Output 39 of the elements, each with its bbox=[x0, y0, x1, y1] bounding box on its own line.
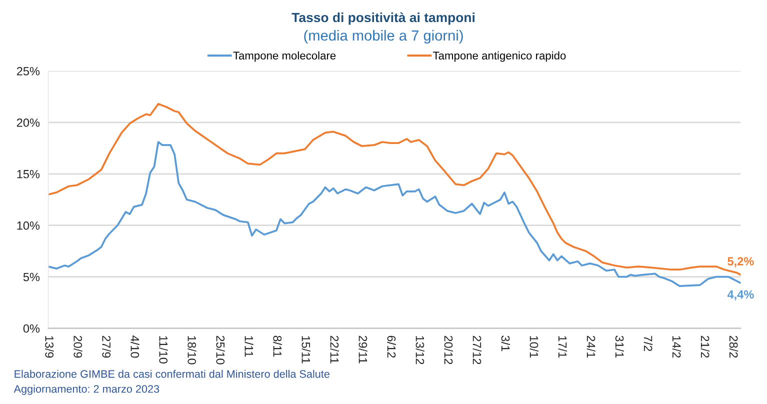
y-tick-label: 25% bbox=[16, 67, 40, 76]
x-tick-label: 21/2 bbox=[700, 336, 710, 358]
x-tick-label: 18/10 bbox=[188, 336, 196, 364]
chart-subtitle: (media mobile a 7 giorni) bbox=[304, 30, 463, 44]
data-label: 4,4% bbox=[727, 290, 754, 300]
x-tick-label: 17/1 bbox=[558, 336, 567, 358]
x-tick-label: 7/2 bbox=[644, 336, 653, 352]
x-tick-label: 20/9 bbox=[74, 336, 82, 358]
y-tick-label: 0% bbox=[23, 324, 40, 333]
text: Aggiornamento: 2 marzo 2023 bbox=[14, 384, 160, 395]
y-tick-label: 20% bbox=[16, 118, 40, 127]
x-tick-label: 29/11 bbox=[358, 336, 368, 364]
text: Elaborazione GIMBE da casi confermati dal Ministero della Salute bbox=[14, 370, 330, 378]
x-tick-label: 3/1 bbox=[501, 336, 510, 352]
x-tick-label: 8/11 bbox=[273, 336, 282, 357]
y-tick-label: 15% bbox=[17, 170, 40, 178]
data-label: 5,2% bbox=[728, 257, 754, 268]
y-tick-label: 10% bbox=[17, 221, 40, 230]
x-tick-label: 13/9 bbox=[45, 336, 54, 358]
x-tick-label: 1/11 bbox=[244, 336, 254, 357]
x-tick-label: 25/10 bbox=[216, 336, 225, 364]
x-tick-label: 28/2 bbox=[729, 336, 738, 358]
legend-label: Tampone molecolare bbox=[233, 51, 336, 62]
x-tick-label: 20/12 bbox=[444, 336, 453, 364]
x-tick-label: 27/12 bbox=[472, 336, 482, 364]
x-tick-label: 13/12 bbox=[416, 336, 424, 364]
x-tick-label: 15/11 bbox=[302, 336, 310, 364]
legend-label: Tampone antigenico rapido bbox=[433, 51, 566, 62]
x-tick-label: 4/10 bbox=[130, 336, 140, 358]
chart-title: Tasso di positività ai tamponi bbox=[292, 12, 474, 25]
y-tick-label: 5% bbox=[23, 272, 40, 282]
x-tick-label: 31/1 bbox=[615, 336, 624, 358]
x-tick-label: 27/9 bbox=[102, 336, 111, 358]
x-tick-label: 6/12 bbox=[387, 336, 396, 358]
x-tick-label: 11/10 bbox=[159, 336, 168, 364]
x-tick-label: 10/1 bbox=[530, 336, 538, 358]
x-tick-label: 14/2 bbox=[672, 336, 682, 358]
x-tick-label: 24/1 bbox=[586, 336, 596, 358]
x-tick-label: 22/11 bbox=[330, 336, 339, 364]
